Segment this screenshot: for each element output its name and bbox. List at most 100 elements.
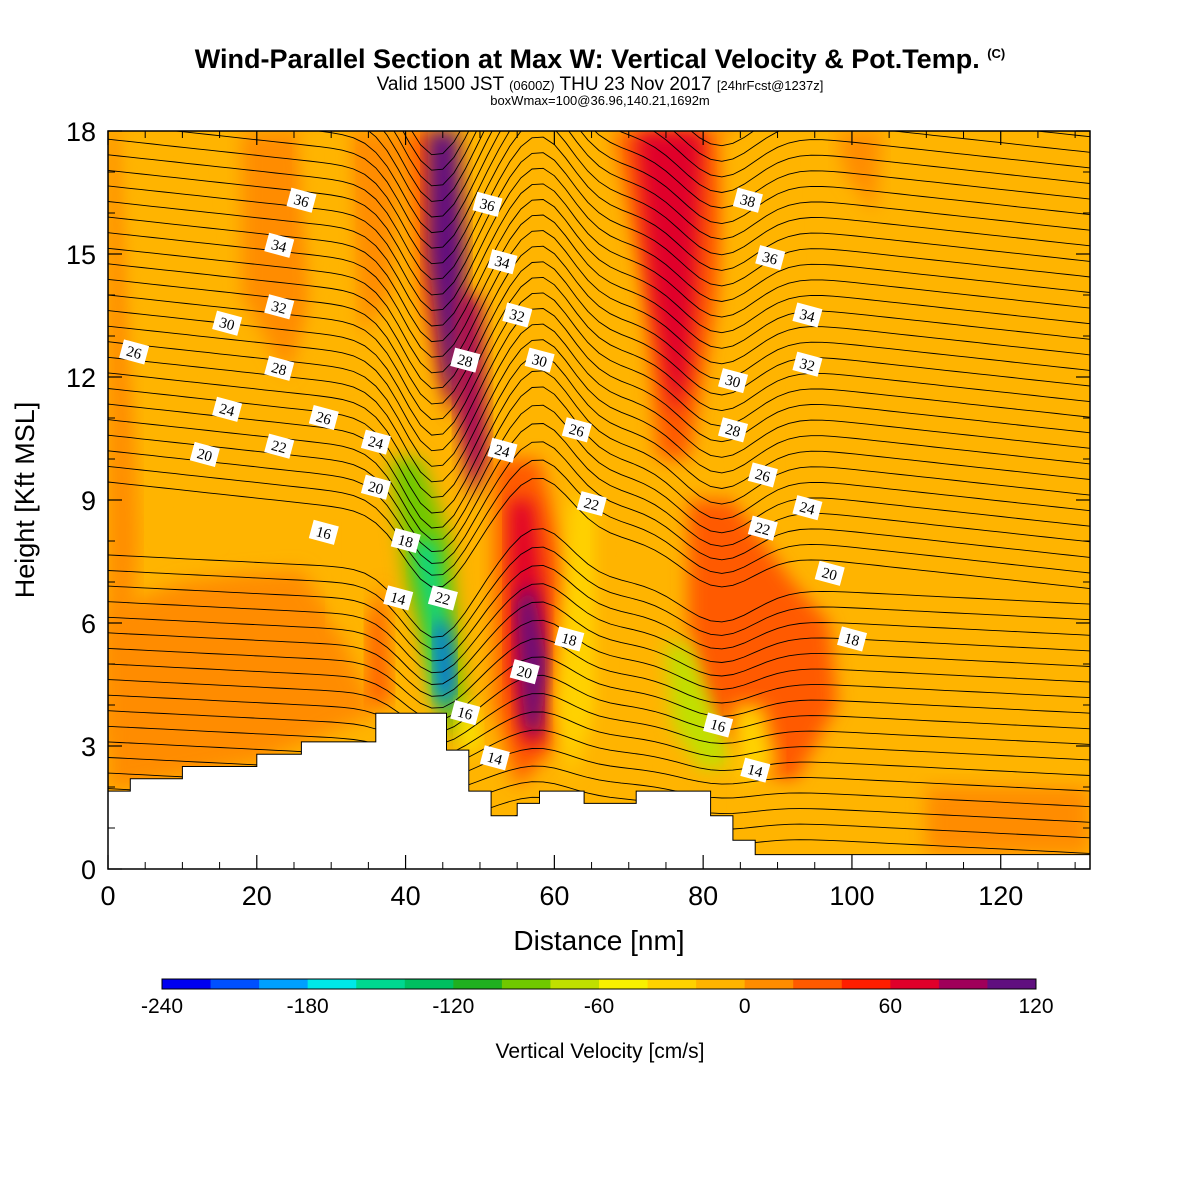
- theta-label-text: 16: [456, 704, 475, 723]
- theta-contour: [368, 131, 1090, 218]
- theta-label-box: [502, 302, 533, 328]
- velocity-region: [666, 643, 733, 771]
- x-tick-label: 40: [391, 881, 421, 911]
- theta-label: 34: [264, 232, 295, 258]
- theta-label: 18: [554, 626, 585, 652]
- y-tick-label: 0: [81, 855, 96, 885]
- theta-label-box: [264, 433, 295, 459]
- colorbar-swatch: [307, 979, 357, 989]
- theta-label-box: [814, 560, 845, 586]
- theta-label-box: [792, 351, 823, 377]
- colorbar-swatch: [210, 979, 260, 989]
- chart-subtitle: boxWmax=100@36.96,140.21,1692m: [490, 93, 710, 108]
- velocity-region: [331, 500, 361, 623]
- theta-label-box: [360, 474, 391, 500]
- theta-label-box: [479, 745, 510, 771]
- x-tick-label: 0: [100, 881, 115, 911]
- theta-label-text: 28: [723, 422, 742, 441]
- theta-contour: [108, 564, 1090, 662]
- theta-contour: [108, 230, 1090, 374]
- colorbar-swatch: [793, 979, 843, 989]
- theta-label-box: [360, 429, 391, 455]
- copyright-mark: (C): [987, 46, 1006, 61]
- theta-label: 18: [837, 626, 868, 652]
- y-tick-label: 6: [81, 609, 96, 639]
- theta-contour: [314, 131, 1090, 234]
- theta-label-text: 22: [433, 590, 452, 609]
- theta-label-box: [703, 712, 734, 738]
- colorbar-swatch: [987, 979, 1037, 989]
- velocity-region: [636, 131, 704, 418]
- velocity-region: [368, 582, 391, 705]
- colorbar-swatch: [453, 979, 503, 989]
- velocity-region: [435, 623, 454, 714]
- x-tick-label: 20: [242, 881, 272, 911]
- theta-label: 16: [703, 712, 734, 738]
- theta-contour: [108, 167, 1090, 311]
- theta-label-text: 20: [195, 446, 214, 465]
- theta-label-box: [576, 491, 607, 517]
- theta-label: 16: [308, 519, 339, 545]
- theta-label: 20: [189, 441, 220, 467]
- theta-label: 26: [747, 462, 778, 488]
- theta-contour: [108, 370, 1090, 514]
- theta-contour: [108, 441, 1090, 564]
- colorbar-swatch: [890, 979, 940, 989]
- velocity-region: [599, 500, 644, 787]
- velocity-region: [108, 569, 376, 792]
- y-tick-label: 9: [81, 486, 96, 516]
- terrain: [108, 712, 1090, 869]
- x-tick-label: 100: [829, 881, 874, 911]
- chart-valid-time: Valid 1500 JST (0600Z) THU 23 Nov 2017 […: [376, 74, 824, 95]
- colorbar-tick-label: 0: [739, 995, 751, 1018]
- theta-label: 22: [576, 491, 607, 517]
- theta-contour: [108, 619, 1090, 697]
- theta-label: 20: [814, 560, 845, 586]
- theta-label: 34: [792, 302, 823, 328]
- theta-contour: [108, 136, 1090, 280]
- theta-contour: [171, 131, 1090, 249]
- theta-contour: [108, 292, 1090, 436]
- colorbar-swatch: [841, 979, 891, 989]
- theta-label-box: [509, 659, 540, 685]
- theta-label-box: [472, 191, 503, 217]
- theta-contour: [108, 546, 1090, 650]
- theta-label: 20: [509, 659, 540, 685]
- theta-label: 32: [264, 294, 295, 320]
- velocity-region: [688, 500, 838, 787]
- theta-label-text: 24: [798, 499, 817, 518]
- x-axis-label: Distance [nm]: [513, 925, 684, 956]
- theta-label: 34: [487, 249, 518, 275]
- theta-contour: [108, 725, 1090, 776]
- theta-contour: [108, 183, 1090, 327]
- theta-label-box: [487, 249, 518, 275]
- contour-labels: 36 34 32 30 26 28 24 26 22 20 24 20 16 18 14 22 16 14 36 34…: [119, 187, 868, 783]
- theta-label: 36: [472, 191, 503, 217]
- theta-label: 28: [718, 417, 749, 443]
- colorbar-swatch: [550, 979, 600, 989]
- theta-label-box: [264, 355, 295, 381]
- theta-label-box: [119, 339, 150, 365]
- theta-label-text: 26: [314, 409, 333, 428]
- theta-contour: [393, 131, 1090, 187]
- theta-label-text: 22: [270, 438, 289, 457]
- theta-label-text: 30: [530, 352, 549, 371]
- theta-label: 30: [718, 368, 749, 394]
- theta-label-box: [427, 585, 458, 611]
- theta-label-box: [747, 462, 778, 488]
- theta-contour: [383, 131, 1090, 202]
- theta-label-box: [450, 700, 481, 726]
- theta-label-text: 36: [761, 249, 780, 268]
- theta-label: 22: [747, 515, 778, 541]
- theta-label: 24: [212, 396, 243, 422]
- theta-label-text: 24: [366, 434, 385, 453]
- theta-label-box: [747, 515, 778, 541]
- theta-label-box: [212, 310, 243, 336]
- theta-label: 32: [502, 302, 533, 328]
- theta-label: 16: [450, 700, 481, 726]
- colorbar-tick-label: -120: [432, 995, 474, 1018]
- theta-contour: [108, 478, 1090, 590]
- theta-label-box: [792, 495, 823, 521]
- theta-contour: [108, 354, 1090, 498]
